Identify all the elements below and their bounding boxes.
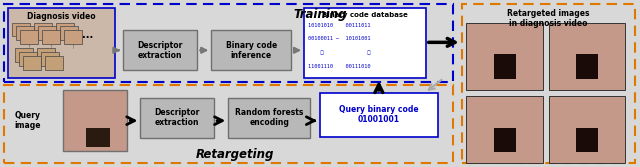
Text: Retargeted images
in diagnosis video: Retargeted images in diagnosis video — [508, 9, 589, 28]
Text: Query binary code
01001001: Query binary code 01001001 — [339, 105, 419, 124]
Text: Descriptor
extraction: Descriptor extraction — [155, 108, 200, 127]
Bar — [4, 4, 452, 82]
Bar — [140, 98, 214, 138]
Bar — [20, 30, 38, 44]
Bar — [493, 128, 516, 152]
Bar — [548, 96, 625, 163]
Bar — [548, 23, 625, 90]
Bar — [63, 30, 81, 44]
Bar — [4, 85, 452, 163]
Bar — [22, 56, 40, 70]
Bar — [40, 52, 59, 66]
Bar — [60, 27, 77, 40]
Bar — [8, 8, 115, 78]
Bar — [42, 30, 60, 44]
Bar — [45, 56, 63, 70]
Bar — [461, 4, 636, 163]
Text: Binary code database: Binary code database — [322, 12, 408, 18]
Bar — [493, 54, 516, 79]
Bar — [38, 27, 56, 40]
Bar — [19, 52, 36, 66]
Bar — [466, 96, 543, 163]
Bar — [304, 8, 426, 78]
Bar — [577, 54, 598, 79]
Bar — [466, 23, 543, 90]
Text: 11001110    00111010: 11001110 00111010 — [308, 64, 371, 69]
Bar — [34, 23, 52, 36]
Text: Retargeting: Retargeting — [196, 148, 275, 161]
Bar — [320, 93, 438, 137]
Bar — [228, 98, 310, 138]
Text: Binary code
inference: Binary code inference — [225, 41, 276, 60]
Text: Random forests
encoding: Random forests encoding — [235, 108, 303, 127]
Text: 10101010    00111011: 10101010 00111011 — [308, 23, 371, 28]
Text: 00100011 ⋯  10101001: 00100011 ⋯ 10101001 — [308, 36, 371, 41]
Text: ...: ... — [82, 30, 93, 40]
Text: Descriptor
extraction: Descriptor extraction — [138, 41, 183, 60]
Bar — [15, 48, 33, 62]
Text: ⋮              ⋮: ⋮ ⋮ — [308, 50, 371, 55]
Bar — [15, 27, 34, 40]
Bar — [577, 128, 598, 152]
Text: Training: Training — [293, 8, 347, 21]
Bar — [86, 128, 111, 147]
Bar — [63, 90, 127, 151]
Bar — [12, 23, 29, 36]
Bar — [211, 30, 291, 70]
Text: Query
image: Query image — [15, 111, 41, 130]
Text: Diagnosis video: Diagnosis video — [28, 12, 96, 21]
Bar — [36, 48, 54, 62]
Bar — [56, 23, 74, 36]
Bar — [124, 30, 197, 70]
